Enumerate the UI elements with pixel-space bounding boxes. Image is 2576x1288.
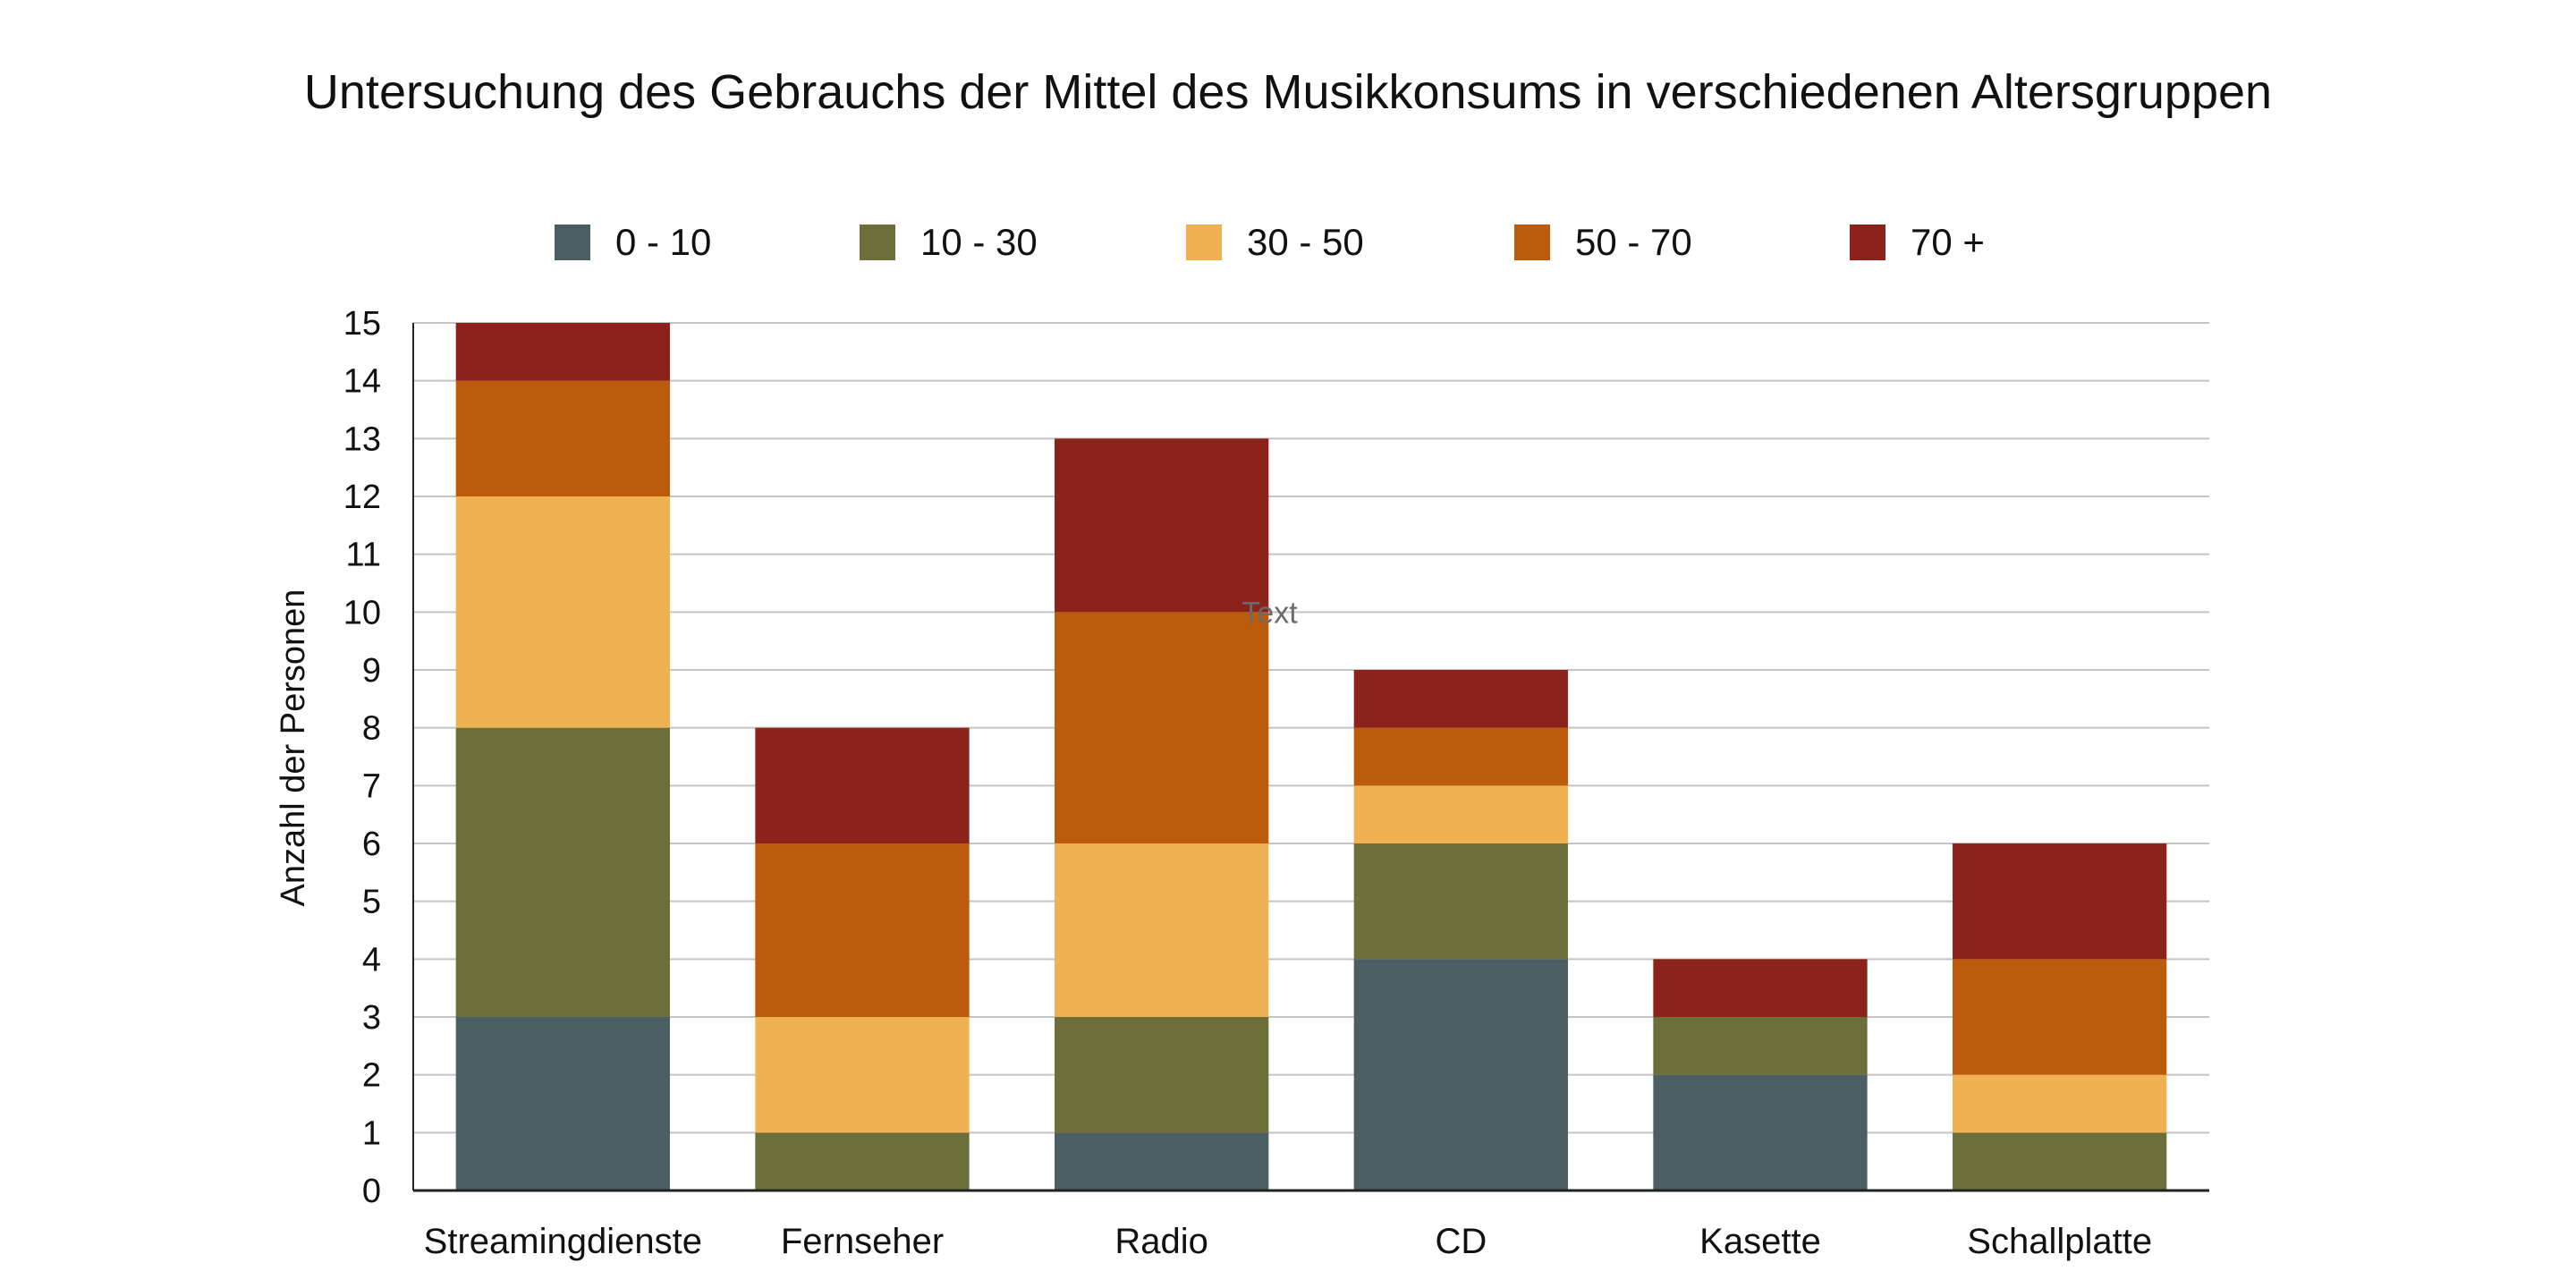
legend-item: 0 - 10 bbox=[555, 220, 711, 265]
y-tick-label: 6 bbox=[362, 826, 381, 863]
x-tick-label: Schallplatte bbox=[1967, 1222, 2152, 1261]
y-tick-label: 7 bbox=[362, 767, 381, 805]
y-tick-label: 9 bbox=[362, 652, 381, 690]
y-tick-label: 0 bbox=[362, 1173, 381, 1210]
bar-segment-fernseher-1 bbox=[755, 1132, 970, 1191]
y-tick-label: 4 bbox=[362, 941, 381, 979]
bar-segment-streamingdienste-3 bbox=[455, 380, 670, 496]
y-axis-label: Anzahl der Personen bbox=[275, 589, 312, 907]
x-tick-label: CD bbox=[1435, 1222, 1487, 1261]
y-tick-label: 5 bbox=[362, 884, 381, 921]
bar-segment-cd-4 bbox=[1353, 670, 1568, 728]
legend-label: 70 + bbox=[1911, 221, 1985, 263]
bar-segment-streamingdienste-1 bbox=[455, 727, 670, 1017]
legend-swatch bbox=[1514, 225, 1550, 260]
y-tick-label: 8 bbox=[362, 710, 381, 748]
legend-label: 30 - 50 bbox=[1247, 221, 1364, 263]
bar-segment-streamingdienste-4 bbox=[455, 323, 670, 381]
legend-swatch bbox=[860, 225, 895, 260]
bar-segment-radio-1 bbox=[1055, 1017, 1269, 1133]
chart-title: Untersuchung des Gebrauchs der Mittel de… bbox=[303, 65, 2273, 119]
bar-segment-radio-4 bbox=[1055, 438, 1269, 613]
y-tick-label: 14 bbox=[343, 363, 381, 401]
legend-item: 10 - 30 bbox=[860, 220, 1038, 265]
x-tick-label: Streamingdienste bbox=[424, 1222, 702, 1261]
bar-segment-fernseher-3 bbox=[755, 843, 970, 1017]
x-tick-label: Radio bbox=[1114, 1222, 1208, 1261]
bar-segment-cd-1 bbox=[1353, 843, 1568, 960]
bar-segment-streamingdienste-2 bbox=[455, 496, 670, 728]
legend-swatch bbox=[1850, 225, 1885, 260]
bar-segment-radio-2 bbox=[1055, 843, 1269, 1017]
bar-segment-kasette-1 bbox=[1653, 1017, 1868, 1075]
y-tick-label: 13 bbox=[343, 420, 381, 458]
bar-segment-streamingdienste-0 bbox=[455, 1017, 670, 1191]
y-tick-label: 15 bbox=[343, 305, 381, 343]
legend: 0 - 10 10 - 30 30 - 50 50 - 70 70 + bbox=[0, 220, 2576, 265]
legend-item: 30 - 50 bbox=[1186, 220, 1364, 265]
bar-segment-radio-0 bbox=[1055, 1132, 1269, 1191]
y-tick-label: 11 bbox=[346, 537, 381, 574]
bar-segment-schallplatte-3 bbox=[1953, 959, 2167, 1075]
bar-segment-cd-3 bbox=[1353, 727, 1568, 786]
bar-segment-kasette-0 bbox=[1653, 1074, 1868, 1191]
legend-item: 50 - 70 bbox=[1514, 220, 1692, 265]
bar-segment-fernseher-4 bbox=[755, 727, 970, 843]
legend-swatch bbox=[555, 225, 590, 260]
y-tick-label: 3 bbox=[362, 999, 381, 1037]
bar-segment-fernseher-2 bbox=[755, 1017, 970, 1133]
y-tick-label: 2 bbox=[362, 1057, 381, 1095]
y-tick-label: 10 bbox=[343, 594, 381, 631]
bar-segment-kasette-4 bbox=[1653, 959, 1868, 1017]
bar-segment-schallplatte-2 bbox=[1953, 1074, 2167, 1133]
legend-swatch bbox=[1186, 225, 1222, 260]
annotation-text: Text bbox=[1241, 596, 1298, 630]
y-tick-label: 12 bbox=[343, 479, 381, 516]
bar-segment-radio-3 bbox=[1055, 612, 1269, 843]
y-tick-label: 1 bbox=[362, 1114, 381, 1152]
bar-segment-schallplatte-4 bbox=[1953, 843, 2167, 960]
legend-item: 70 + bbox=[1850, 220, 1985, 265]
legend-label: 50 - 70 bbox=[1575, 221, 1692, 263]
bar-segment-cd-0 bbox=[1353, 959, 1568, 1191]
x-tick-label: Fernseher bbox=[781, 1222, 944, 1261]
bar-segment-schallplatte-1 bbox=[1953, 1132, 2167, 1191]
bar-segment-cd-2 bbox=[1353, 785, 1568, 843]
legend-label: 10 - 30 bbox=[920, 221, 1038, 263]
x-tick-label: Kasette bbox=[1699, 1222, 1821, 1261]
legend-label: 0 - 10 bbox=[615, 221, 712, 263]
